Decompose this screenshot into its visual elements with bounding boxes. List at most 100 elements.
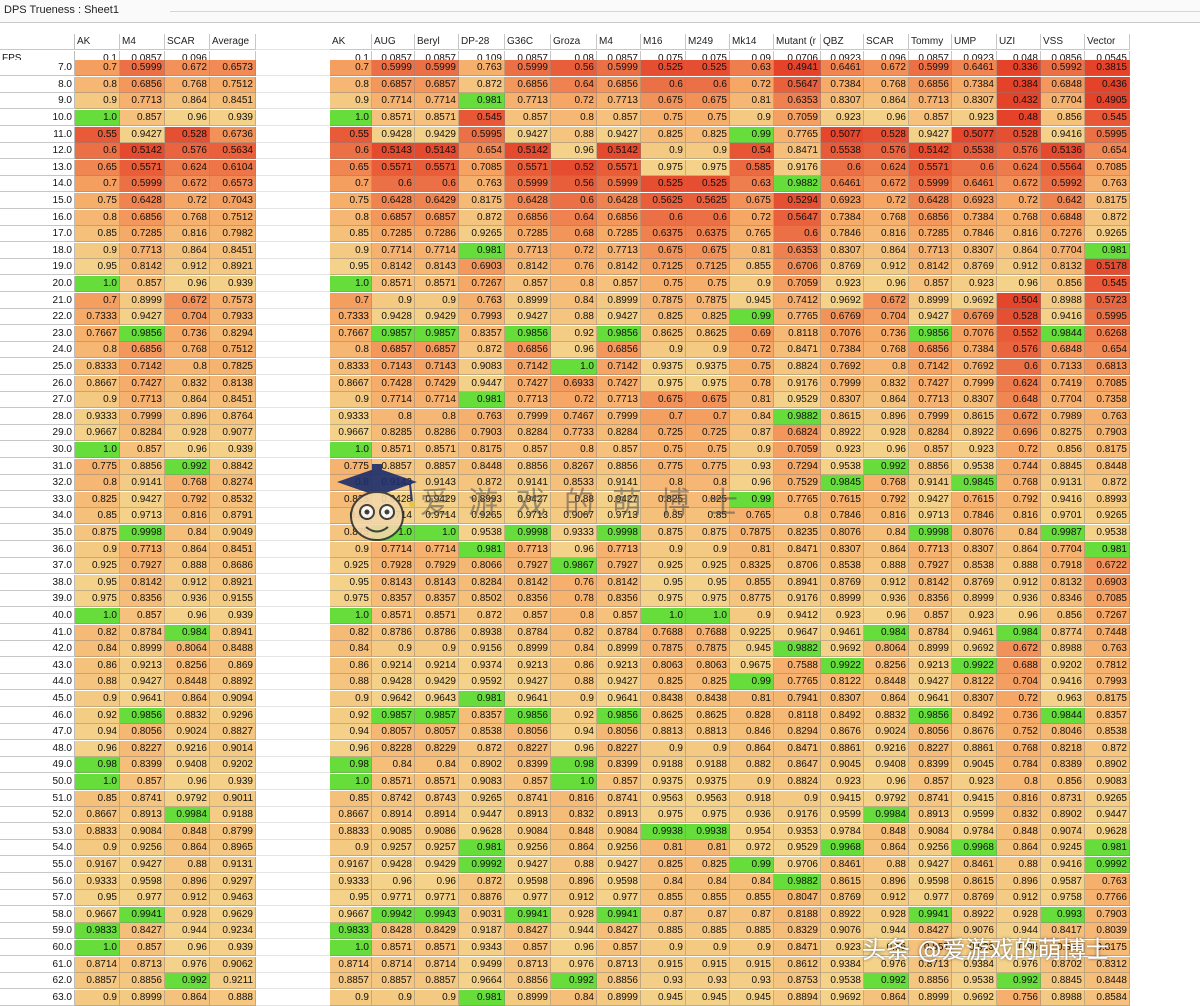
left-value-cell[interactable]: 0.9427	[120, 491, 165, 508]
left-value-cell[interactable]: 0.7933	[210, 309, 256, 326]
right-value-cell[interactable]: 0.8714	[330, 956, 372, 973]
right-value-cell[interactable]: 0.8571	[415, 774, 459, 790]
right-value-cell[interactable]: 0.96	[372, 873, 415, 890]
left-value-cell[interactable]: 0.88	[75, 674, 120, 691]
right-value-cell[interactable]: 0.84	[551, 989, 597, 1006]
right-value-cell[interactable]: 0.864	[864, 392, 909, 409]
right-value-cell[interactable]: 0.9784	[821, 823, 864, 840]
spacer-cell[interactable]	[256, 724, 330, 741]
right-value-cell[interactable]: 0.9	[730, 940, 774, 956]
row-fps-header[interactable]: 51.0	[0, 790, 75, 807]
spacer-cell[interactable]	[256, 890, 330, 907]
right-value-cell[interactable]: 0.545	[1085, 276, 1130, 292]
right-value-cell[interactable]: 0.81	[730, 691, 774, 707]
right-value-cell[interactable]: 0.6	[330, 143, 372, 160]
left-value-cell[interactable]: 0.7142	[120, 359, 165, 375]
left-value-cell[interactable]: 0.888	[210, 989, 256, 1006]
right-value-cell[interactable]: 0.9416	[1041, 857, 1085, 873]
right-value-cell[interactable]: 0.8845	[1041, 458, 1085, 475]
right-value-cell[interactable]: 0.9538	[1085, 525, 1130, 541]
right-value-cell[interactable]: 0.5999	[415, 60, 459, 77]
right-value-cell[interactable]: 0.5999	[909, 176, 952, 193]
right-column-header[interactable]: M16	[641, 34, 686, 50]
spacer-cell[interactable]	[256, 359, 330, 375]
left-value-cell[interactable]: 0.85	[75, 790, 120, 807]
right-value-cell[interactable]: 0.8175	[1085, 193, 1130, 209]
left-value-cell[interactable]: 0.8488	[210, 641, 256, 658]
right-value-cell[interactable]: 0.768	[997, 209, 1041, 226]
right-value-cell[interactable]: 0.984	[864, 624, 909, 641]
right-value-cell[interactable]: 0.912	[997, 890, 1041, 907]
right-value-cell[interactable]: 0.9	[641, 740, 686, 757]
left-value-cell[interactable]: 0.9856	[120, 325, 165, 342]
right-value-cell[interactable]: 0.9416	[1041, 491, 1085, 508]
right-value-cell[interactable]: 0.9882	[774, 873, 821, 890]
right-value-cell[interactable]: 0.784	[997, 757, 1041, 774]
right-value-cell[interactable]: 0.8	[641, 475, 686, 492]
right-value-cell[interactable]: 0.9641	[909, 691, 952, 707]
right-value-cell[interactable]: 0.763	[459, 60, 505, 77]
right-value-cell[interactable]: 0.9692	[821, 989, 864, 1006]
right-value-cell[interactable]: 0.8356	[505, 591, 551, 608]
right-value-cell[interactable]: 0.9998	[909, 525, 952, 541]
right-value-cell[interactable]: 0.725	[686, 425, 730, 442]
right-value-cell[interactable]: 0.8702	[1041, 956, 1085, 973]
right-value-cell[interactable]: 0.857	[505, 608, 551, 624]
left-value-cell[interactable]: 0.98	[75, 757, 120, 774]
right-value-cell[interactable]: 0.98	[551, 757, 597, 774]
right-value-cell[interactable]: 0.9	[551, 691, 597, 707]
right-value-cell[interactable]: 0.8	[372, 408, 415, 425]
left-value-cell[interactable]: 0.85	[75, 226, 120, 243]
right-value-cell[interactable]: 0.9692	[952, 641, 997, 658]
right-value-cell[interactable]: 0.7076	[821, 325, 864, 342]
right-value-cell[interactable]: 0.9	[330, 541, 372, 558]
right-value-cell[interactable]: 0.993	[1041, 906, 1085, 923]
right-value-cell[interactable]: 0.9427	[597, 491, 641, 508]
right-value-cell[interactable]: 0.8993	[459, 491, 505, 508]
left-value-cell[interactable]: 0.6856	[120, 342, 165, 359]
right-value-cell[interactable]: 0.7714	[415, 93, 459, 110]
left-value-cell[interactable]: 0.9213	[120, 657, 165, 674]
left-value-cell[interactable]: 0.9234	[210, 923, 256, 940]
right-value-cell[interactable]: 0.872	[459, 873, 505, 890]
right-value-cell[interactable]: 0.6856	[597, 76, 641, 93]
right-value-cell[interactable]: 0.95	[330, 259, 372, 276]
right-value-cell[interactable]: 0.9	[641, 541, 686, 558]
left-value-cell[interactable]: 0.936	[165, 591, 210, 608]
right-value-cell[interactable]: 0.675	[641, 242, 686, 259]
right-value-cell[interactable]: 0.81	[686, 840, 730, 857]
right-value-cell[interactable]: 0.6722	[1085, 558, 1130, 575]
right-value-cell[interactable]: 0.8625	[686, 325, 730, 342]
right-value-cell[interactable]: 0.8142	[505, 259, 551, 276]
right-value-cell[interactable]: 0.9628	[1085, 823, 1130, 840]
right-value-cell[interactable]: 0.9202	[1041, 657, 1085, 674]
right-value-cell[interactable]: 0.8913	[505, 807, 551, 824]
right-value-cell[interactable]: 0.72	[551, 93, 597, 110]
right-value-cell[interactable]: 0.9845	[952, 475, 997, 492]
right-value-cell[interactable]: 0.92	[551, 707, 597, 724]
right-value-cell[interactable]: 0.9156	[459, 641, 505, 658]
right-value-cell[interactable]: 0.9	[330, 691, 372, 707]
right-value-cell[interactable]: 0.9427	[597, 674, 641, 691]
row-fps-header[interactable]: 23.0	[0, 325, 75, 342]
right-value-cell[interactable]: 0.992	[551, 973, 597, 990]
row-fps-header[interactable]: 26.0	[0, 375, 75, 392]
right-value-cell[interactable]: 0.525	[686, 60, 730, 77]
left-value-cell[interactable]: 0.9	[75, 989, 120, 1006]
right-value-cell[interactable]: 0.9265	[459, 508, 505, 525]
right-value-cell[interactable]: 0.6	[415, 176, 459, 193]
right-value-cell[interactable]: 0.977	[505, 890, 551, 907]
right-value-cell[interactable]: 0.88	[864, 857, 909, 873]
right-value-cell[interactable]: 0.7688	[641, 624, 686, 641]
left-value-cell[interactable]: 0.9667	[75, 425, 120, 442]
right-value-cell[interactable]: 0.88	[551, 491, 597, 508]
left-value-cell[interactable]: 0.925	[75, 558, 120, 575]
right-value-cell[interactable]: 0.5142	[909, 143, 952, 160]
right-value-cell[interactable]: 0.9587	[1041, 873, 1085, 890]
left-value-cell[interactable]: 0.7927	[120, 558, 165, 575]
right-value-cell[interactable]: 0.9857	[372, 707, 415, 724]
right-value-cell[interactable]: 0.6428	[909, 193, 952, 209]
right-value-cell[interactable]: 0.585	[730, 159, 774, 176]
right-value-cell[interactable]: 0.936	[730, 807, 774, 824]
right-value-cell[interactable]: 0.9086	[415, 823, 459, 840]
